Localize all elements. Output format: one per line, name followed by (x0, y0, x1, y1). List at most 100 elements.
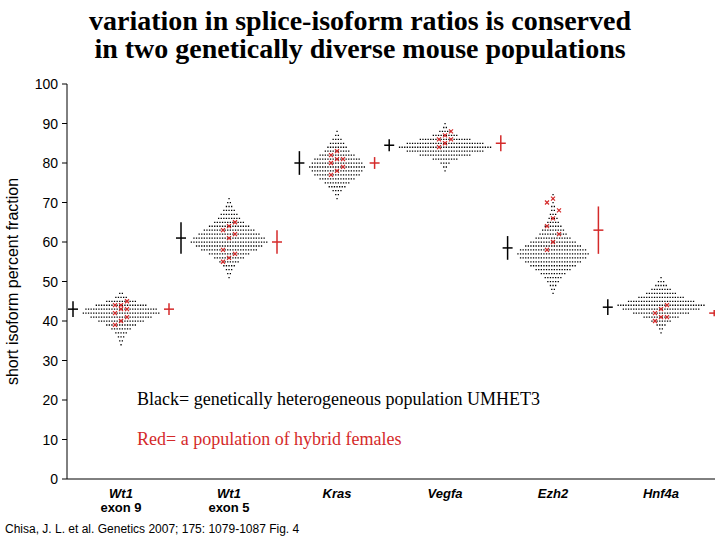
dot-row (214, 222, 244, 223)
dot-row (115, 332, 127, 333)
dot-row (333, 139, 342, 140)
citation: Chisa, J. L. et al. Genetics 2007; 175: … (5, 522, 300, 536)
dot-row (320, 178, 355, 179)
dot-row (530, 265, 576, 266)
mean-mark (603, 306, 613, 308)
mean-mark (68, 308, 78, 310)
dot-row (407, 151, 484, 152)
dot-row (552, 194, 553, 195)
y-tick (62, 123, 67, 124)
dot-row (655, 285, 667, 286)
dot-row (439, 131, 451, 132)
legend-entry: Black= genetically heterogeneous populat… (137, 389, 540, 409)
dot-row (547, 222, 559, 223)
dot-row (525, 245, 581, 246)
point (329, 153, 333, 157)
mean-mark (496, 143, 506, 145)
mean-error-bar (709, 310, 715, 316)
dot-row (314, 174, 360, 175)
dot-row (226, 269, 233, 270)
mean-error-bar (384, 139, 394, 151)
y-tick (62, 84, 67, 85)
point (665, 303, 669, 307)
mean-error-bar (176, 222, 186, 254)
y-tick (62, 281, 67, 282)
dot-row (120, 344, 121, 345)
dot-row (545, 277, 562, 278)
dot-row (227, 202, 231, 203)
y-tick (62, 479, 67, 480)
dot-row (657, 324, 666, 325)
mean-mark (294, 162, 304, 164)
gene-name: Kras (323, 486, 352, 501)
point (113, 323, 117, 327)
chart: variation in splice-isoform ratios is co… (0, 0, 720, 540)
gene-name: Wt1 (217, 486, 241, 501)
x-tick-label: Hnf4a (643, 486, 679, 501)
x-tick-label: Wt1exon 5 (208, 486, 249, 515)
dot-row (520, 257, 586, 258)
point (443, 141, 447, 145)
dot-row (638, 297, 684, 298)
dot-row (651, 289, 671, 290)
point (557, 232, 561, 236)
dot-row (399, 147, 491, 148)
dot-row (221, 214, 238, 215)
point (437, 145, 441, 149)
dot-row (550, 285, 557, 286)
point (125, 299, 129, 303)
point (665, 315, 669, 319)
y-tick-label: 50 (42, 274, 58, 290)
dot-row (118, 336, 125, 337)
point (221, 260, 225, 264)
mean-mark (593, 229, 603, 231)
y-tick-label: 60 (42, 234, 58, 250)
y-tick-label: 100 (35, 76, 59, 92)
legend-entry: Red= a population of hybrid females (137, 429, 402, 449)
plot-area (68, 123, 715, 346)
dot-row (551, 206, 555, 207)
mean-error-bar (496, 135, 506, 151)
dot-row (443, 166, 447, 167)
point (437, 137, 441, 141)
point (335, 149, 339, 153)
mean-mark (176, 237, 186, 239)
x-axis (67, 479, 715, 480)
dot-row (226, 206, 233, 207)
x-tick-label: Kras (323, 486, 352, 501)
dot-row (660, 332, 661, 333)
gene-name: Wt1 (109, 486, 133, 501)
y-tick (62, 163, 67, 164)
dot-row (336, 198, 337, 199)
dot-row (618, 305, 705, 306)
point (119, 303, 123, 307)
point (125, 315, 129, 319)
dot-row (312, 162, 363, 163)
y-tick-label: 0 (50, 471, 58, 487)
point (125, 307, 129, 311)
dot-row (551, 289, 555, 290)
dot-row (115, 297, 127, 298)
dot-row (520, 249, 586, 250)
mean-mark (164, 308, 174, 310)
dot-row (550, 214, 557, 215)
dot-row (111, 328, 131, 329)
dot-row (536, 237, 571, 238)
gene-name: Ezh2 (538, 486, 569, 501)
dot-row (119, 293, 123, 294)
dot-row (336, 131, 337, 132)
dot-row (539, 234, 566, 235)
point (233, 220, 237, 224)
dot-row (204, 230, 255, 231)
point (221, 228, 225, 232)
dot-row (228, 277, 229, 278)
x-tick-label: Wt1exon 9 (100, 486, 141, 515)
dot-row (541, 273, 566, 274)
point (119, 319, 123, 323)
dot-row (330, 143, 344, 144)
point (113, 311, 117, 315)
title: in two genetically diverse mouse populat… (94, 33, 625, 64)
dot-row (646, 293, 676, 294)
dot-row (433, 158, 458, 159)
title: variation in splice-isoform ratios is co… (89, 5, 631, 36)
